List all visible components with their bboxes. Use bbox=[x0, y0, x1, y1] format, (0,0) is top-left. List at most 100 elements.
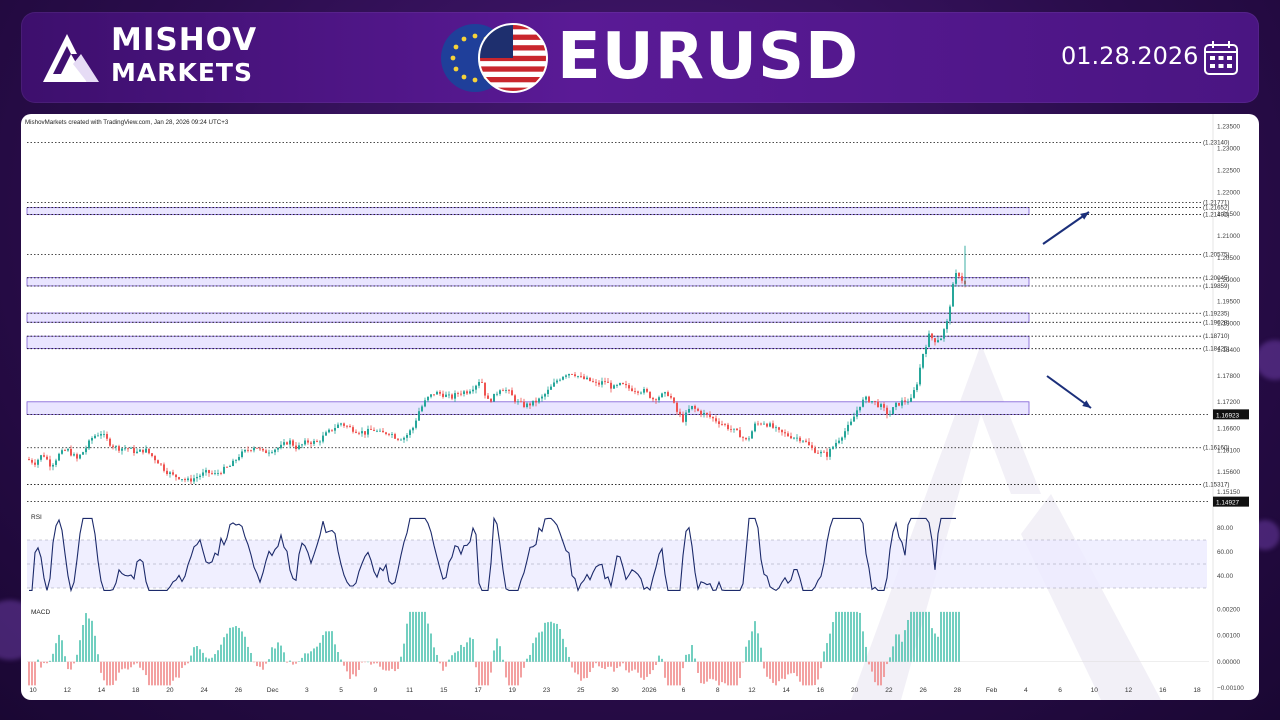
macd-histogram-bar bbox=[214, 654, 216, 662]
candle-body bbox=[550, 386, 552, 390]
price-badge-label: 1.14927 bbox=[1216, 500, 1240, 507]
macd-histogram-bar bbox=[448, 659, 450, 662]
candle-body bbox=[904, 400, 906, 402]
macd-histogram-bar bbox=[115, 661, 117, 681]
candle-body bbox=[238, 456, 240, 460]
macd-histogram-bar bbox=[943, 611, 945, 662]
macd-histogram-bar bbox=[406, 623, 408, 662]
macd-histogram-bar bbox=[793, 661, 795, 673]
macd-histogram-bar bbox=[526, 658, 528, 662]
tradingview-credit: MishovMarkets created with TradingView.c… bbox=[25, 119, 229, 126]
x-axis-tick-label: 16 bbox=[817, 687, 825, 694]
macd-histogram-bar bbox=[73, 661, 75, 664]
candle-body bbox=[229, 466, 231, 467]
candle-body bbox=[562, 376, 564, 380]
macd-histogram-bar bbox=[697, 661, 699, 673]
candle-body bbox=[508, 390, 510, 391]
x-axis-tick-label: 14 bbox=[783, 687, 791, 694]
macd-histogram-bar bbox=[862, 631, 864, 662]
candle-body bbox=[214, 473, 216, 474]
candle-body bbox=[658, 397, 660, 401]
macd-histogram-bar bbox=[946, 611, 948, 662]
candle-body bbox=[640, 392, 642, 394]
macd-histogram-bar bbox=[463, 646, 465, 662]
macd-histogram-bar bbox=[853, 611, 855, 662]
macd-histogram-bar bbox=[511, 661, 513, 686]
candle-body bbox=[601, 381, 603, 385]
macd-histogram-bar bbox=[748, 640, 750, 662]
candle-body bbox=[649, 391, 651, 398]
level-line-label: (1.18425) bbox=[1203, 346, 1230, 353]
candle-body bbox=[94, 435, 96, 439]
macd-histogram-bar bbox=[133, 661, 135, 665]
candle-body bbox=[277, 447, 279, 450]
candle-body bbox=[895, 402, 897, 408]
macd-histogram-bar bbox=[694, 658, 696, 662]
macd-histogram-bar bbox=[622, 661, 624, 664]
macd-histogram-bar bbox=[145, 661, 147, 676]
macd-histogram-bar bbox=[589, 661, 591, 673]
projection-arrowhead bbox=[1080, 212, 1089, 220]
candle-body bbox=[712, 416, 714, 419]
level-line-label: (1.21492) bbox=[1203, 212, 1230, 219]
candle-body bbox=[679, 411, 681, 415]
candle-body bbox=[790, 436, 792, 439]
candle-body bbox=[799, 437, 801, 442]
brand-name-line2: MARKETS bbox=[111, 58, 253, 87]
candle-body bbox=[784, 432, 786, 434]
macd-histogram-bar bbox=[523, 661, 525, 668]
x-axis-tick-label: 20 bbox=[166, 687, 174, 694]
macd-histogram-bar bbox=[241, 631, 243, 662]
candle-body bbox=[541, 396, 543, 399]
macd-histogram-bar bbox=[196, 646, 198, 662]
macd-histogram-bar bbox=[223, 637, 225, 662]
macd-histogram-bar bbox=[514, 661, 516, 686]
x-axis-tick-label: 18 bbox=[1193, 687, 1201, 694]
macd-histogram-bar bbox=[799, 661, 801, 682]
macd-histogram-bar bbox=[742, 661, 744, 663]
logo-watermark bbox=[851, 344, 1041, 700]
macd-histogram-bar bbox=[949, 611, 951, 662]
macd-histogram-bar bbox=[55, 643, 57, 662]
candle-body bbox=[751, 431, 753, 439]
x-axis-tick-label: 20 bbox=[851, 687, 859, 694]
macd-histogram-bar bbox=[334, 644, 336, 662]
macd-histogram-bar bbox=[169, 661, 171, 686]
macd-histogram-bar bbox=[382, 661, 384, 670]
price-tick-label: 1.19500 bbox=[1217, 299, 1241, 306]
candle-body bbox=[826, 451, 828, 457]
macd-histogram-bar bbox=[520, 661, 522, 678]
macd-histogram-bar bbox=[286, 661, 288, 663]
macd-histogram-bar bbox=[808, 661, 810, 686]
candle-body bbox=[955, 273, 957, 284]
candle-body bbox=[691, 405, 693, 409]
macd-histogram-bar bbox=[826, 643, 828, 662]
x-axis-tick-label: 23 bbox=[543, 687, 551, 694]
rsi-tick-label: 40.00 bbox=[1217, 573, 1233, 580]
x-axis-tick-label: 15 bbox=[440, 687, 448, 694]
currency-flags bbox=[441, 23, 548, 93]
candle-body bbox=[484, 382, 486, 396]
candle-body bbox=[838, 440, 840, 443]
candle-body bbox=[385, 432, 387, 434]
macd-histogram-bar bbox=[256, 661, 258, 667]
macd-histogram-bar bbox=[76, 654, 78, 662]
candle-body bbox=[421, 406, 423, 412]
candle-body bbox=[517, 401, 519, 403]
macd-histogram-bar bbox=[802, 661, 804, 686]
candle-body bbox=[208, 470, 210, 474]
macd-histogram-bar bbox=[424, 611, 426, 662]
candle-body bbox=[130, 447, 132, 449]
candle-body bbox=[118, 446, 120, 451]
macd-histogram-bar bbox=[658, 655, 660, 662]
candle-body bbox=[604, 381, 606, 383]
macd-tick-label: 0.00000 bbox=[1217, 659, 1241, 666]
candle-body bbox=[460, 393, 462, 395]
macd-histogram-bar bbox=[493, 650, 495, 662]
macd-histogram-bar bbox=[343, 661, 345, 666]
macd-histogram-bar bbox=[229, 627, 231, 662]
macd-histogram-bar bbox=[268, 659, 270, 662]
macd-histogram-bar bbox=[766, 661, 768, 677]
macd-histogram-bar bbox=[232, 627, 234, 662]
candle-body bbox=[64, 450, 66, 451]
